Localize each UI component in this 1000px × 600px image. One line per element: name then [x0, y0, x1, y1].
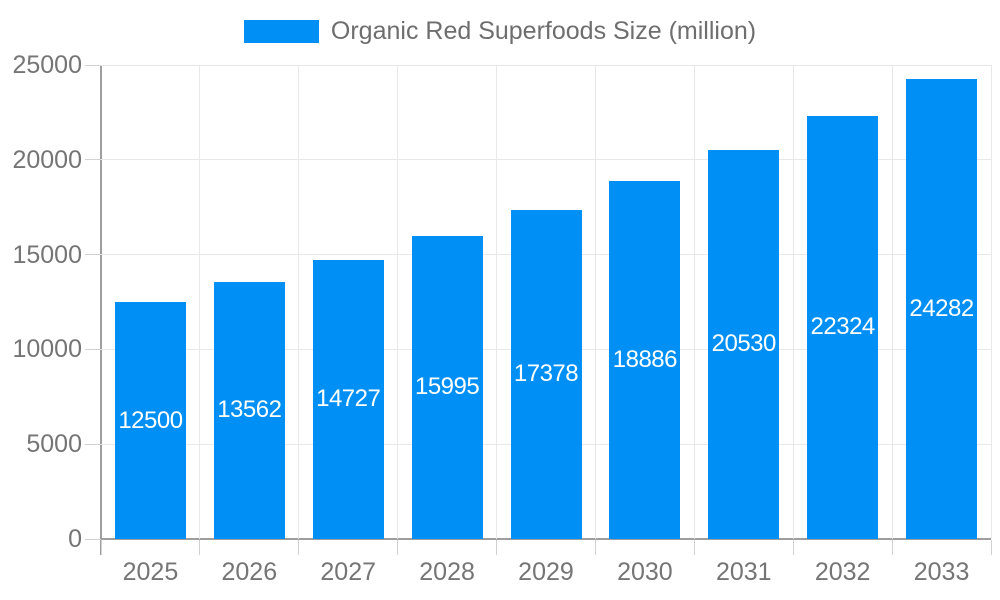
x-gridline: [693, 65, 695, 539]
bar-value-label: 14727: [316, 385, 381, 413]
x-axis-label: 2032: [814, 558, 871, 586]
x-gridline: [594, 65, 596, 539]
x-axis-label: 2028: [419, 558, 475, 586]
bar-value-label: 18886: [612, 345, 678, 373]
bar-2033: 24282: [906, 78, 978, 539]
bar-value-label: 15995: [414, 373, 480, 401]
legend-swatch: [243, 20, 319, 43]
x-axis-label: 2027: [320, 558, 377, 586]
x-axis-label: 2030: [617, 558, 673, 586]
x-axis-tick: [496, 540, 498, 555]
legend-label: Organic Red Superfoods Size (million): [330, 17, 757, 45]
y-axis-tick: [85, 348, 101, 350]
x-axis-tick: [792, 540, 794, 555]
y-axis-label: 10000: [12, 335, 82, 364]
x-axis-tick: [100, 540, 102, 555]
y-axis-label: 25000: [12, 51, 82, 79]
bar-2027: 14727: [312, 259, 384, 539]
x-gridline: [199, 65, 201, 539]
x-axis-label: 2026: [221, 558, 278, 586]
y-axis-label: 20000: [12, 145, 82, 174]
bar-2028: 15995: [411, 235, 483, 539]
bar-value-label: 13562: [217, 396, 282, 424]
x-axis-label: 2025: [122, 558, 179, 586]
x-axis-tick: [199, 540, 201, 555]
y-axis-tick: [85, 64, 101, 66]
x-axis-tick: [693, 540, 695, 555]
y-axis-tick: [85, 538, 101, 540]
x-gridline: [298, 65, 300, 539]
y-axis-line: [100, 65, 102, 555]
bar-value-label: 12500: [118, 406, 183, 434]
x-gridline: [990, 65, 992, 539]
bar-value-label: 20530: [711, 330, 777, 358]
bar-2031: 20530: [708, 149, 780, 539]
y-axis-label: 5000: [26, 430, 82, 459]
bar-2030: 18886: [609, 180, 681, 539]
x-axis-tick: [298, 540, 300, 555]
y-axis-tick: [85, 254, 101, 256]
x-axis-tick: [397, 540, 399, 555]
x-axis-tick: [990, 540, 992, 555]
chart-legend: Organic Red Superfoods Size (million): [0, 17, 1000, 46]
bar-2032: 22324: [807, 115, 879, 539]
x-gridline: [496, 65, 498, 539]
y-axis-label: 0: [68, 525, 82, 553]
bar-value-label: 24282: [909, 294, 974, 322]
y-axis-tick: [85, 159, 101, 161]
x-gridline: [792, 65, 794, 539]
bar-value-label: 22324: [810, 313, 876, 341]
y-gridline: [101, 64, 991, 66]
x-gridline: [397, 65, 399, 539]
bar-value-label: 17378: [513, 360, 579, 388]
x-axis-tick: [594, 540, 596, 555]
x-gridline: [891, 65, 893, 539]
x-axis-label: 2029: [518, 558, 574, 586]
bar-2025: 12500: [114, 302, 186, 539]
x-axis-label: 2031: [715, 558, 772, 586]
y-axis-label: 15000: [12, 240, 82, 269]
bar-2026: 13562: [213, 281, 285, 539]
x-axis-tick: [891, 540, 893, 555]
y-gridline: [101, 159, 991, 161]
x-axis-line: [100, 538, 991, 540]
y-axis-tick: [85, 443, 101, 445]
bar-2029: 17378: [510, 209, 582, 539]
x-axis-label: 2033: [913, 558, 970, 586]
